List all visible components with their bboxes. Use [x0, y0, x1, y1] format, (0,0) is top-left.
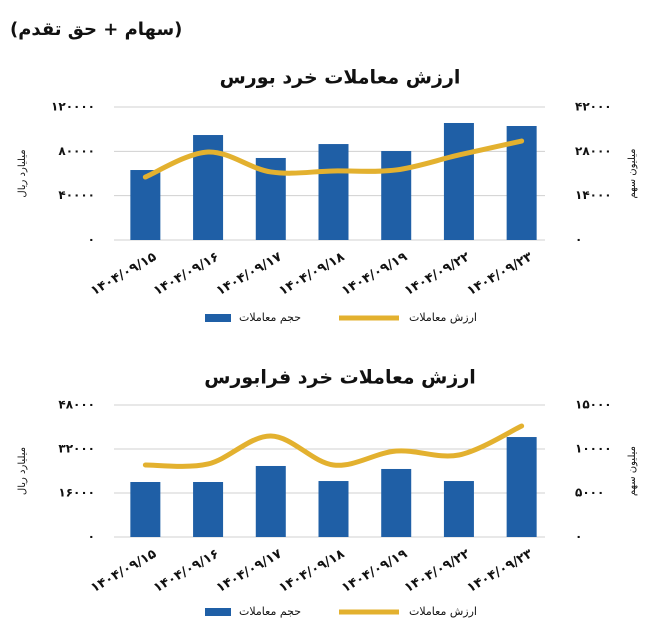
y2-tick-label: ۱۵۰۰۰ [575, 398, 612, 412]
y-axis-label: میلیارد ریال [17, 447, 28, 495]
y2-tick-label: ۴۲۰۰۰ [575, 100, 612, 114]
y-tick-label: ۴۸۰۰۰ [58, 398, 95, 412]
y-axis-label: میلیارد ریال [17, 149, 28, 197]
bar [318, 481, 349, 537]
y2-tick-label: ۰ [575, 233, 582, 247]
legend-label: حجم معاملات [239, 605, 301, 618]
bar [381, 468, 412, 537]
x-tick-label: ۱۴۰۴/۰۹/۱۶ [151, 250, 222, 299]
y-tick-label: ۴۰۰۰۰ [58, 188, 95, 202]
y-tick-label: ۱۶۰۰۰ [58, 486, 95, 500]
x-tick-label: ۱۴۰۴/۰۹/۲۲ [402, 546, 473, 596]
y2-tick-label: ۱۴۰۰۰ [575, 188, 612, 202]
line [142, 138, 525, 180]
x-tick-label: ۱۴۰۴/۰۹/۱۵ [88, 546, 159, 596]
bar [255, 465, 286, 537]
y-tick-label: ۰ [88, 530, 95, 544]
bar [318, 144, 349, 240]
bar [443, 481, 474, 537]
y2-axis-label: میلیون سهم [627, 148, 638, 198]
x-tick-label: ۱۴۰۴/۰۹/۱۵ [88, 249, 159, 299]
y2-tick-label: ۲۸۰۰۰ [575, 144, 612, 158]
y2-tick-label: ۵۰۰۰ [575, 486, 604, 500]
bar [506, 437, 537, 537]
y2-tick-label: ۰ [575, 530, 582, 544]
x-tick-label: ۱۴۰۴/۰۹/۲۳ [465, 249, 536, 299]
legend-swatch [205, 608, 231, 616]
y-tick-label: ۳۲۰۰۰ [58, 442, 95, 456]
y-tick-label: ۸۰۰۰۰ [58, 144, 95, 158]
x-tick-label: ۱۴۰۴/۰۹/۱۹ [339, 249, 410, 299]
chart-title: ارزش معاملات خرد بورس [220, 67, 461, 89]
y2-axis-label: میلیون سهم [627, 446, 638, 496]
legend-label: ارزش معاملات [409, 311, 477, 324]
bar [193, 482, 224, 537]
chart-title: ارزش معاملات خرد فرابورس [204, 367, 476, 389]
x-tick-label: ۱۴۰۴/۰۹/۱۶ [151, 547, 222, 596]
bar [381, 151, 412, 240]
x-tick-label: ۱۴۰۴/۰۹/۱۷ [214, 546, 285, 596]
x-tick-label: ۱۴۰۴/۰۹/۱۸ [277, 546, 348, 596]
y2-tick-label: ۱۰۰۰۰ [575, 442, 612, 456]
x-tick-label: ۱۴۰۴/۰۹/۲۳ [465, 546, 536, 596]
page-header: (سهام + حق تقدم) [10, 19, 182, 40]
bar [130, 170, 161, 240]
x-tick-label: ۱۴۰۴/۰۹/۲۲ [402, 249, 473, 299]
x-tick-label: ۱۴۰۴/۰۹/۱۸ [277, 249, 348, 299]
bar [443, 122, 474, 240]
x-tick-label: ۱۴۰۴/۰۹/۱۷ [214, 249, 285, 299]
legend-swatch [205, 314, 231, 322]
bar [130, 482, 161, 537]
legend-label: حجم معاملات [239, 311, 301, 324]
x-tick-label: ۱۴۰۴/۰۹/۱۹ [339, 546, 410, 596]
y-tick-label: ۰ [88, 233, 95, 247]
legend-label: ارزش معاملات [409, 605, 477, 618]
line [142, 423, 525, 469]
y-tick-label: ۱۲۰۰۰۰ [51, 100, 95, 114]
